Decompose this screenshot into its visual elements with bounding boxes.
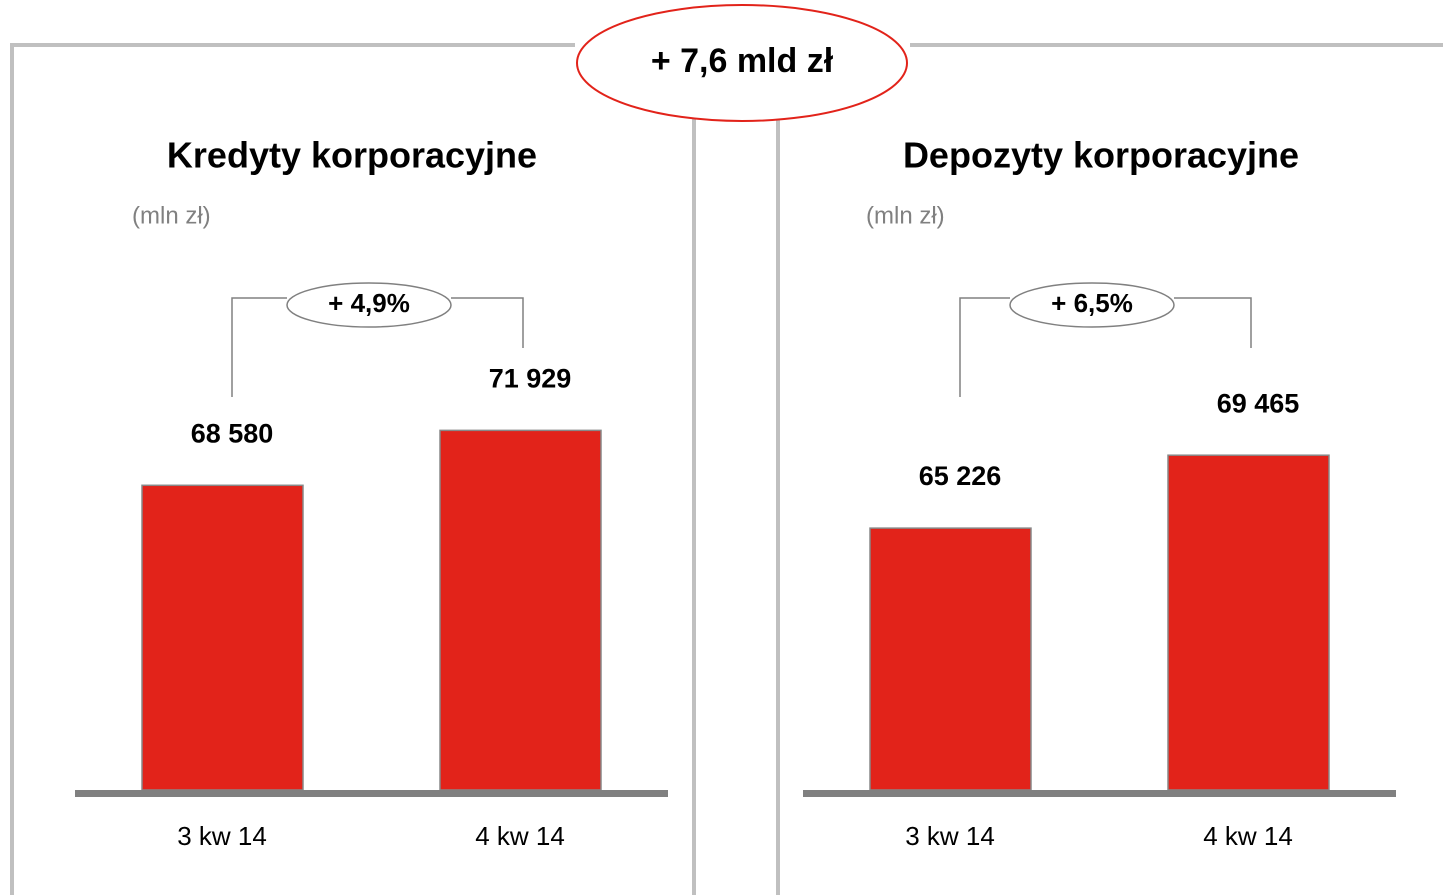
x-tick-label: 3 kw 14 (177, 821, 267, 851)
growth-ellipse (286, 282, 452, 328)
x-tick-label: 4 kw 14 (1203, 821, 1293, 851)
x-tick-label: 3 kw 14 (905, 821, 995, 851)
baseline (75, 790, 668, 797)
value-label: 71 929 (489, 363, 572, 393)
growth-annotation: + 6,5% (1051, 288, 1133, 318)
bar (869, 527, 1032, 791)
growth-annotation: + 4,9% (328, 288, 410, 318)
growth-ellipse (1009, 282, 1175, 328)
chart-title: Kredyty korporacyjne (167, 135, 537, 176)
bar (1167, 454, 1330, 791)
chart-subtitle: (mln zł) (132, 202, 211, 229)
bar (141, 484, 304, 791)
growth-bracket (959, 297, 1252, 397)
total-ellipse (576, 4, 908, 122)
growth-bracket (231, 297, 524, 397)
bar (439, 429, 602, 791)
x-tick-label: 4 kw 14 (475, 821, 565, 851)
value-label: 68 580 (191, 418, 274, 448)
panel-frame (10, 43, 1443, 895)
chart-title: Depozyty korporacyjne (903, 135, 1299, 176)
total-annotation: + 7,6 mld zł (651, 42, 834, 80)
value-label: 65 226 (919, 461, 1002, 491)
baseline (803, 790, 1396, 797)
value-label: 69 465 (1217, 388, 1300, 418)
chart-subtitle: (mln zł) (866, 202, 945, 229)
